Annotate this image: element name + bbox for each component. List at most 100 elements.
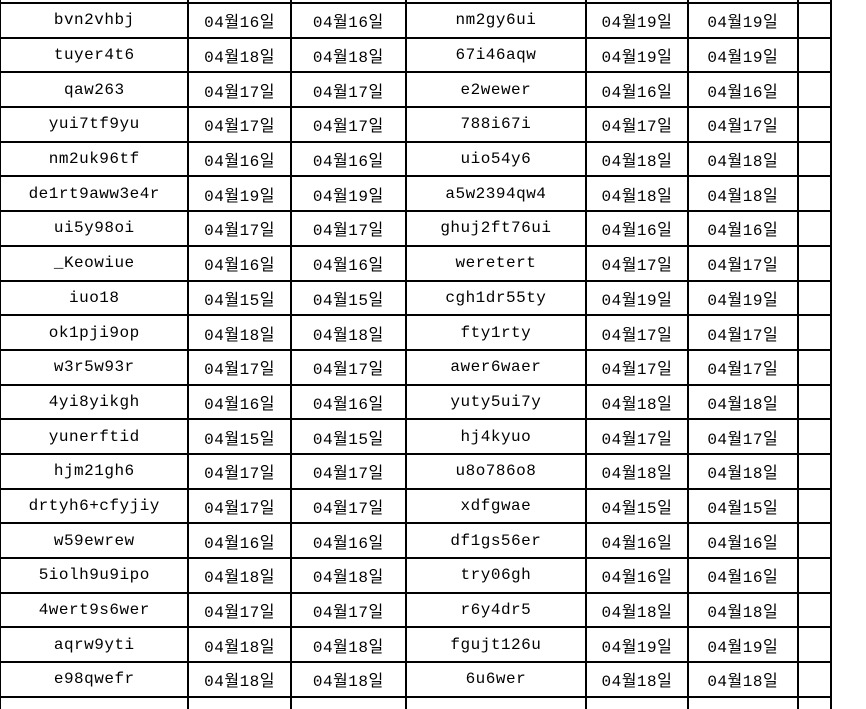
date-cell[interactable]: 04월16일 xyxy=(686,522,799,559)
date-cell[interactable]: 04월17일 xyxy=(289,487,407,525)
date-cell[interactable]: 04월16일 xyxy=(686,210,799,247)
date-cell[interactable]: 04월18일 xyxy=(187,626,292,664)
id-cell[interactable]: iuo18 xyxy=(0,279,190,317)
id-cell[interactable]: w59ewrew xyxy=(0,522,190,559)
date-cell[interactable]: 04월16일 xyxy=(686,557,799,594)
date-cell[interactable]: 04월18일 xyxy=(187,661,292,698)
date-cell[interactable]: 04월15일 xyxy=(187,418,292,455)
id-cell[interactable]: nm2gy6ui xyxy=(404,2,588,39)
date-cell[interactable]: 04월17일 xyxy=(187,591,292,629)
date-cell[interactable]: 04월17일 xyxy=(585,244,689,282)
date-cell[interactable]: 04월19일 xyxy=(585,2,689,39)
id-cell[interactable]: ui5y98oi xyxy=(0,210,190,247)
id-cell[interactable]: xdfgwae xyxy=(404,487,588,525)
date-cell[interactable]: 04월17일 xyxy=(585,418,689,455)
date-cell[interactable]: 04월17일 xyxy=(187,452,292,490)
id-cell[interactable]: 5iolh9u9ipo xyxy=(0,557,190,594)
date-cell[interactable]: 04월17일 xyxy=(289,106,407,143)
date-cell[interactable]: 04월19일 xyxy=(686,2,799,39)
id-cell[interactable]: hjm21gh6 xyxy=(0,452,190,490)
date-cell[interactable]: 04월19일 xyxy=(686,279,799,317)
date-cell[interactable]: 04월18일 xyxy=(585,591,689,629)
date-cell[interactable]: 04월18일 xyxy=(289,557,407,594)
id-cell[interactable]: nm2uk96tf xyxy=(0,140,190,178)
date-cell[interactable]: 04월18일 xyxy=(686,175,799,213)
date-cell[interactable]: 04월19일 xyxy=(289,175,407,213)
date-cell[interactable]: 04월15일 xyxy=(187,279,292,317)
date-cell[interactable]: 04월17일 xyxy=(187,348,292,386)
date-cell[interactable]: 04월16일 xyxy=(187,244,292,282)
date-cell[interactable]: 04월17일 xyxy=(187,210,292,247)
date-cell[interactable]: 04월18일 xyxy=(585,452,689,490)
date-cell[interactable]: 04월19일 xyxy=(686,36,799,74)
date-cell[interactable]: 04월15일 xyxy=(686,487,799,525)
id-cell[interactable]: yuty5ui7y xyxy=(404,383,588,421)
id-cell[interactable]: fty1rty xyxy=(404,314,588,351)
date-cell[interactable]: 04월16일 xyxy=(187,383,292,421)
id-cell[interactable]: de1rt9aww3e4r xyxy=(0,175,190,213)
id-cell[interactable]: ok1pji9op xyxy=(0,314,190,351)
id-cell[interactable]: a5w2394qw4 xyxy=(404,175,588,213)
date-cell[interactable]: 04월17일 xyxy=(585,106,689,143)
id-cell[interactable]: 67i46aqw xyxy=(404,36,588,74)
date-cell[interactable]: 04월16일 xyxy=(187,2,292,39)
date-cell[interactable]: 04월17일 xyxy=(686,106,799,143)
date-cell[interactable]: 04월16일 xyxy=(289,383,407,421)
id-cell[interactable]: qaw263 xyxy=(0,71,190,109)
date-cell[interactable]: 04월16일 xyxy=(585,557,689,594)
date-cell[interactable]: 04월17일 xyxy=(187,71,292,109)
date-cell[interactable]: 04월17일 xyxy=(585,348,689,386)
date-cell[interactable]: 04월15일 xyxy=(289,418,407,455)
id-cell[interactable]: cgh1dr55ty xyxy=(404,279,588,317)
date-cell[interactable]: 04월19일 xyxy=(585,279,689,317)
date-cell[interactable]: 04월19일 xyxy=(585,36,689,74)
id-cell[interactable]: tuyer4t6 xyxy=(0,36,190,74)
date-cell[interactable]: 04월18일 xyxy=(686,591,799,629)
date-cell[interactable]: 04월16일 xyxy=(187,522,292,559)
date-cell[interactable]: 04월16일 xyxy=(187,140,292,178)
date-cell[interactable]: 04월18일 xyxy=(289,661,407,698)
date-cell[interactable]: 04월15일 xyxy=(585,487,689,525)
date-cell[interactable]: 04월18일 xyxy=(289,36,407,74)
date-cell[interactable]: 04월17일 xyxy=(289,71,407,109)
date-cell[interactable]: 04월18일 xyxy=(585,140,689,178)
id-cell[interactable]: yui7tf9yu xyxy=(0,106,190,143)
date-cell[interactable]: 04월19일 xyxy=(585,626,689,664)
date-cell[interactable]: 04월18일 xyxy=(585,661,689,698)
id-cell[interactable]: awer6waer xyxy=(404,348,588,386)
id-cell[interactable]: e98qwefr xyxy=(0,661,190,698)
date-cell[interactable]: 04월16일 xyxy=(585,71,689,109)
date-cell[interactable]: 04월18일 xyxy=(686,661,799,698)
date-cell[interactable]: 04월17일 xyxy=(686,348,799,386)
id-cell[interactable]: aqrw9yti xyxy=(0,626,190,664)
date-cell[interactable]: 04월18일 xyxy=(289,314,407,351)
date-cell[interactable]: 04월17일 xyxy=(686,244,799,282)
id-cell[interactable]: e2wewer xyxy=(404,71,588,109)
date-cell[interactable]: 04월17일 xyxy=(289,348,407,386)
date-cell[interactable]: 04월18일 xyxy=(289,626,407,664)
date-cell[interactable]: 04월19일 xyxy=(187,175,292,213)
date-cell[interactable]: 04월18일 xyxy=(686,383,799,421)
id-cell[interactable]: 4yi8yikgh xyxy=(0,383,190,421)
date-cell[interactable]: 04월16일 xyxy=(585,522,689,559)
date-cell[interactable]: 04월17일 xyxy=(187,487,292,525)
date-cell[interactable]: 04월17일 xyxy=(289,591,407,629)
date-cell[interactable]: 04월17일 xyxy=(585,314,689,351)
date-cell[interactable]: 04월18일 xyxy=(187,557,292,594)
id-cell[interactable]: 788i67i xyxy=(404,106,588,143)
date-cell[interactable]: 04월17일 xyxy=(686,418,799,455)
id-cell[interactable]: hj4kyuo xyxy=(404,418,588,455)
date-cell[interactable]: 04월16일 xyxy=(686,71,799,109)
date-cell[interactable]: 04월16일 xyxy=(289,522,407,559)
date-cell[interactable]: 04월15일 xyxy=(289,279,407,317)
date-cell[interactable]: 04월18일 xyxy=(187,314,292,351)
date-cell[interactable]: 04월16일 xyxy=(289,244,407,282)
date-cell[interactable]: 04월18일 xyxy=(585,175,689,213)
id-cell[interactable]: yunerftid xyxy=(0,418,190,455)
date-cell[interactable]: 04월16일 xyxy=(289,140,407,178)
date-cell[interactable]: 04월19일 xyxy=(686,626,799,664)
id-cell[interactable]: fgujt126u xyxy=(404,626,588,664)
id-cell[interactable]: 4wert9s6wer xyxy=(0,591,190,629)
date-cell[interactable]: 04월18일 xyxy=(187,36,292,74)
date-cell[interactable]: 04월17일 xyxy=(686,314,799,351)
